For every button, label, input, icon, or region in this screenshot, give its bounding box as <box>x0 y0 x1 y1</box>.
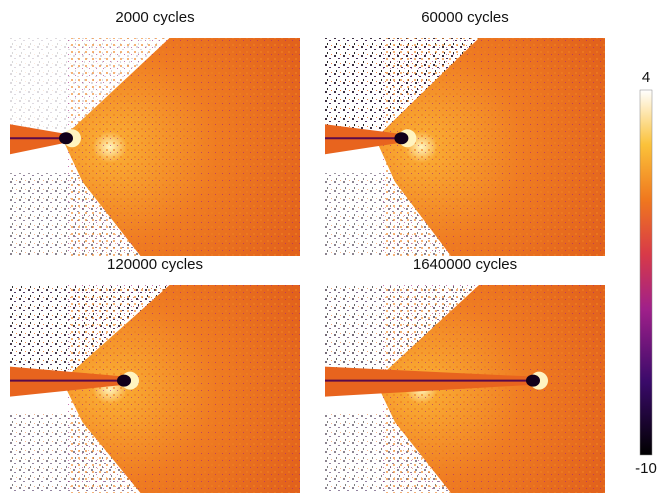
panel-title: 1640000 cycles <box>413 256 517 273</box>
panel-title: 60000 cycles <box>421 9 509 26</box>
crack-tip <box>59 132 73 144</box>
panel-image <box>325 38 605 256</box>
fan-texture <box>381 38 605 256</box>
crack-tip <box>394 132 408 144</box>
colorbar-label: -10 <box>635 460 657 477</box>
crack-tip <box>117 375 131 387</box>
colorbar-label: 4 <box>642 69 650 86</box>
fan-texture <box>68 285 300 493</box>
fan-texture <box>68 38 300 256</box>
panel-title: 120000 cycles <box>107 256 203 273</box>
panel-image <box>10 285 300 493</box>
panel-image <box>10 38 300 256</box>
panel-title: 2000 cycles <box>115 9 194 26</box>
colorbar <box>640 90 652 455</box>
figure: 2000 cycles 60000 cycles 120000 cycles 1640… <box>0 0 665 495</box>
crack-tip <box>526 375 540 387</box>
panel-image <box>325 285 605 493</box>
